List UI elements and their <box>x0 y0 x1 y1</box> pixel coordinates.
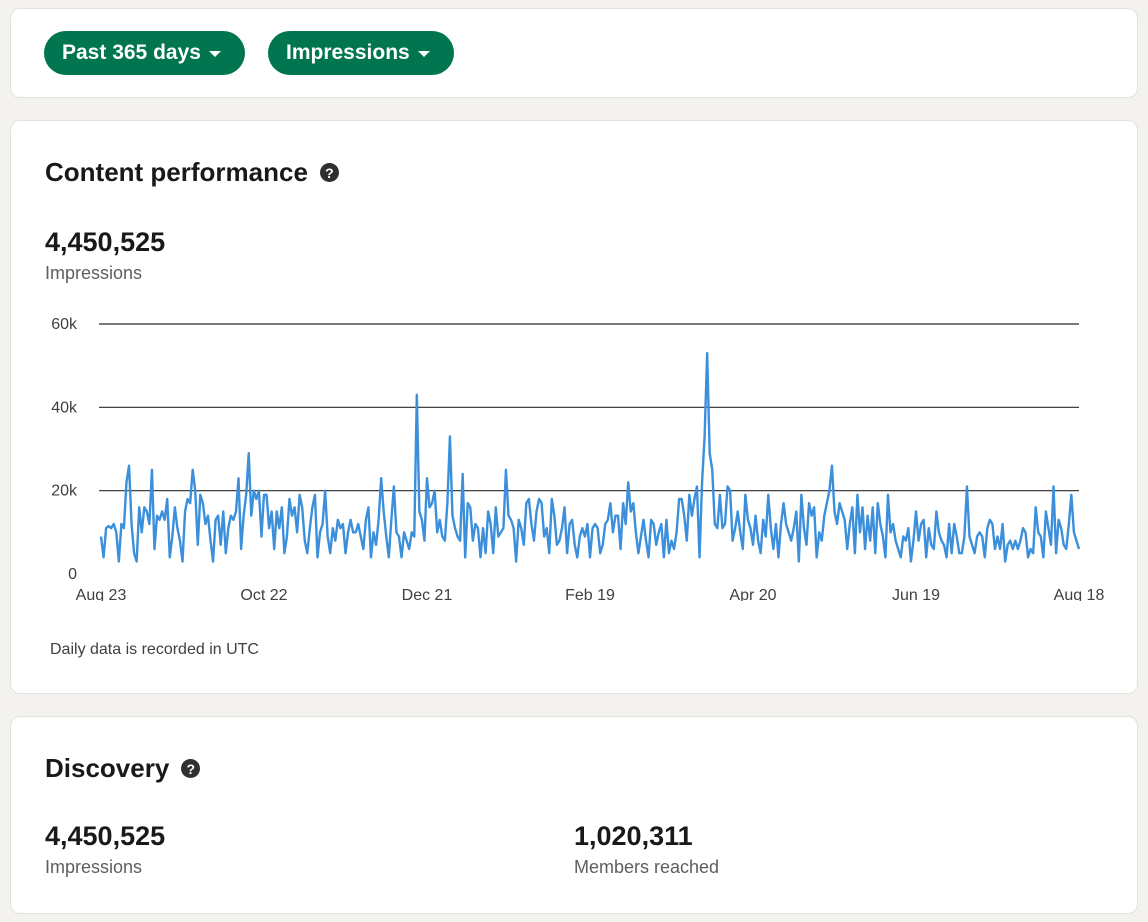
chart-y-axis: 0 20k 40k 60k <box>51 316 78 583</box>
metric-label: Impressions <box>286 41 410 64</box>
x-tick-label: Jun 19 <box>892 587 940 601</box>
date-range-dropdown[interactable]: Past 365 days <box>44 31 245 75</box>
y-tick-label: 20k <box>51 483 78 500</box>
members-reached-label: Members reached <box>574 857 720 877</box>
filter-bar: Past 365 days Impressions <box>10 8 1138 98</box>
help-icon[interactable]: ? <box>181 759 201 778</box>
section-title: Discovery ? <box>45 753 201 784</box>
members-reached-value: 1,020,311 <box>574 821 693 851</box>
caret-down-icon <box>208 51 221 57</box>
metric-dropdown[interactable]: Impressions <box>268 31 454 75</box>
x-tick-label: Aug 18 <box>1054 587 1105 601</box>
discovery-title: Discovery <box>45 753 170 783</box>
x-tick-label: Apr 20 <box>729 587 776 601</box>
chart-x-axis: Aug 23 Oct 22 Dec 21 Feb 19 Apr 20 Jun 19 Aug … <box>76 587 1105 601</box>
impressions-line-chart[interactable]: 0 20k 40k 60k Aug 23 Oct 22 Dec 21 Feb 19 Apr 2… <box>11 301 1137 601</box>
chart-gridlines <box>99 323 1079 492</box>
caret-down-icon <box>417 51 430 57</box>
x-tick-label: Oct 22 <box>240 587 287 601</box>
section-title: Content performance ? <box>45 157 339 188</box>
utc-footnote: Daily data is recorded in UTC <box>50 641 259 658</box>
x-tick-label: Dec 21 <box>402 587 453 601</box>
content-performance-card: Content performance ? 4,450,525 Impressi… <box>10 120 1138 694</box>
help-icon[interactable]: ? <box>319 163 339 182</box>
total-impressions-label: Impressions <box>45 263 143 283</box>
discovery-impressions-label: Impressions <box>45 857 143 877</box>
x-tick-label: Aug 23 <box>76 587 127 601</box>
y-tick-label: 40k <box>51 399 78 416</box>
discovery-impressions-value: 4,450,525 <box>45 821 166 851</box>
y-tick-label: 0 <box>68 566 77 583</box>
date-range-label: Past 365 days <box>62 41 201 64</box>
y-tick-label: 60k <box>51 316 78 333</box>
content-performance-title: Content performance <box>45 157 308 187</box>
discovery-card: Discovery ? 4,450,525 Impressions 1,020,… <box>10 716 1138 914</box>
impressions-series-line <box>99 351 1081 563</box>
x-tick-label: Feb 19 <box>565 587 615 601</box>
total-impressions-value: 4,450,525 <box>45 227 166 257</box>
